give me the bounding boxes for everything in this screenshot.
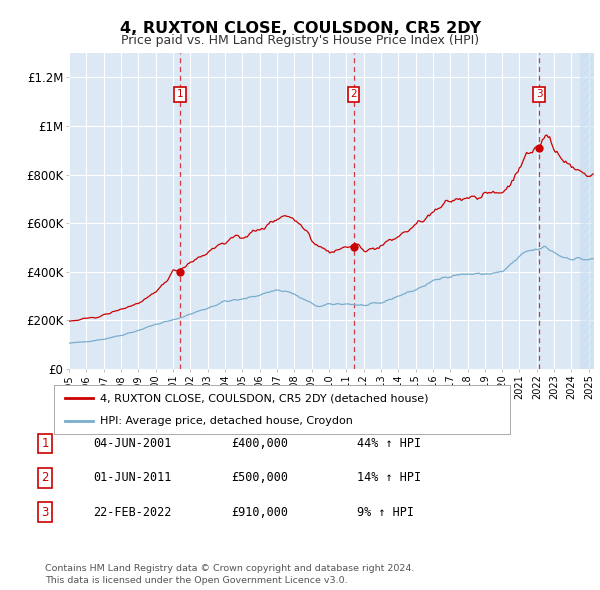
Text: Contains HM Land Registry data © Crown copyright and database right 2024.
This d: Contains HM Land Registry data © Crown c… bbox=[45, 564, 415, 585]
Text: 44% ↑ HPI: 44% ↑ HPI bbox=[357, 437, 421, 450]
Text: 4, RUXTON CLOSE, COULSDON, CR5 2DY (detached house): 4, RUXTON CLOSE, COULSDON, CR5 2DY (deta… bbox=[100, 394, 428, 404]
Text: 2: 2 bbox=[41, 471, 49, 484]
Text: 4, RUXTON CLOSE, COULSDON, CR5 2DY: 4, RUXTON CLOSE, COULSDON, CR5 2DY bbox=[119, 21, 481, 35]
Text: 9% ↑ HPI: 9% ↑ HPI bbox=[357, 506, 414, 519]
Text: 01-JUN-2011: 01-JUN-2011 bbox=[93, 471, 172, 484]
Text: £500,000: £500,000 bbox=[231, 471, 288, 484]
Text: £400,000: £400,000 bbox=[231, 437, 288, 450]
Bar bbox=[580, 53, 594, 369]
Text: 3: 3 bbox=[536, 89, 542, 99]
Text: 04-JUN-2001: 04-JUN-2001 bbox=[93, 437, 172, 450]
Text: 3: 3 bbox=[41, 506, 49, 519]
Text: Price paid vs. HM Land Registry's House Price Index (HPI): Price paid vs. HM Land Registry's House … bbox=[121, 34, 479, 47]
Text: 1: 1 bbox=[177, 89, 184, 99]
Text: 14% ↑ HPI: 14% ↑ HPI bbox=[357, 471, 421, 484]
Text: £910,000: £910,000 bbox=[231, 506, 288, 519]
Text: 22-FEB-2022: 22-FEB-2022 bbox=[93, 506, 172, 519]
Text: HPI: Average price, detached house, Croydon: HPI: Average price, detached house, Croy… bbox=[100, 415, 352, 425]
Text: 2: 2 bbox=[350, 89, 357, 99]
Text: 1: 1 bbox=[41, 437, 49, 450]
